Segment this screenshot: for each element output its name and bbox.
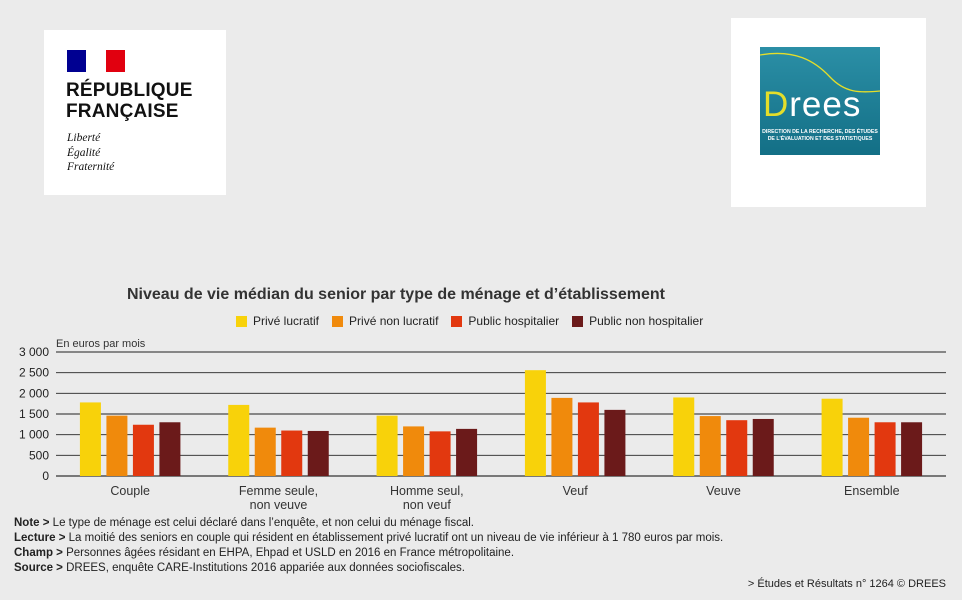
legend-swatch xyxy=(451,315,463,327)
note-label: Source > xyxy=(14,562,67,574)
note-line-3: Source > DREES, enquête CARE-Institution… xyxy=(14,561,723,576)
note-line-2: Champ > Personnes âgées résidant en EHPA… xyxy=(14,546,723,561)
legend-label: Privé lucratif xyxy=(253,314,320,328)
x-tick-label: Couple xyxy=(110,484,150,498)
bar xyxy=(79,402,101,476)
bar xyxy=(821,398,843,476)
x-tick-label: Veuve xyxy=(706,484,741,498)
rf-motto-fraternite: Fraternité xyxy=(67,161,115,173)
x-tick-label: Homme seul, xyxy=(390,484,464,498)
y-axis-label: En euros par mois xyxy=(56,338,146,350)
legend-item-2: Public hospitalier xyxy=(451,314,559,328)
rf-name-line2: FRANÇAISE xyxy=(66,101,179,122)
drees-logo: Drees DIRECTION DE LA RECHERCHE, DES ÉTU… xyxy=(731,18,926,207)
bar xyxy=(403,426,425,476)
flag-stripe-red xyxy=(105,50,125,72)
y-tick-label: 500 xyxy=(29,448,49,462)
legend-swatch xyxy=(572,315,584,327)
bar xyxy=(524,370,546,476)
flag-stripe-white xyxy=(86,50,106,72)
bar xyxy=(726,420,748,476)
drees-swoosh-icon xyxy=(760,52,880,93)
x-tick-label: Veuf xyxy=(563,484,589,498)
bar xyxy=(848,417,870,476)
y-tick-label: 3 000 xyxy=(19,345,49,359)
x-tick-label: non veuf xyxy=(403,498,451,512)
rf-motto-liberte: Liberté xyxy=(67,132,101,144)
note-text: DREES, enquête CARE-Institutions 2016 ap… xyxy=(66,562,465,574)
y-tick-label: 2 500 xyxy=(19,366,49,380)
french-flag-icon xyxy=(67,50,125,72)
legend-swatch xyxy=(332,315,344,327)
legend-item-0: Privé lucratif xyxy=(236,314,319,328)
bar xyxy=(159,422,181,476)
bar xyxy=(752,418,774,476)
note-text: Personnes âgées résidant en EHPA, Ehpad … xyxy=(66,547,515,559)
bar xyxy=(901,422,923,476)
note-line-1: Lecture > La moitié des seniors en coupl… xyxy=(14,531,723,546)
bar xyxy=(307,430,329,476)
bar xyxy=(376,415,398,476)
drees-logo-card: Drees DIRECTION DE LA RECHERCHE, DES ÉTU… xyxy=(760,47,880,155)
note-text: Le type de ménage est celui déclaré dans… xyxy=(52,517,474,529)
drees-wordmark-rest: rees xyxy=(789,85,862,124)
legend-label: Privé non lucratif xyxy=(349,314,439,328)
republique-francaise-logo: RÉPUBLIQUE FRANÇAISE Liberté Égalité Fra… xyxy=(44,30,226,195)
bar xyxy=(604,409,626,476)
drees-subtitle-line1: DIRECTION DE LA RECHERCHE, DES ÉTUDES xyxy=(762,129,878,135)
bar xyxy=(281,430,303,476)
rf-motto: Liberté Égalité Fraternité xyxy=(67,131,114,175)
legend-label: Public non hospitalier xyxy=(589,314,704,328)
note-line-0: Note > Le type de ménage est celui décla… xyxy=(14,516,723,531)
note-label: Champ > xyxy=(14,547,67,559)
y-tick-label: 1 000 xyxy=(19,428,49,442)
flag-stripe-blue xyxy=(67,50,87,72)
drees-wordmark: Drees xyxy=(763,85,861,125)
rf-motto-egalite: Égalité xyxy=(67,146,101,159)
y-tick-label: 1 500 xyxy=(19,407,49,421)
note-text: La moitié des seniors en couple qui rési… xyxy=(68,532,724,544)
rf-name: RÉPUBLIQUE FRANÇAISE xyxy=(66,80,193,122)
y-tick-label: 2 000 xyxy=(19,386,49,400)
legend-swatch xyxy=(236,315,247,327)
note-label: Lecture > xyxy=(14,532,69,544)
legend-label: Public hospitalier xyxy=(468,314,560,328)
x-tick-label: Ensemble xyxy=(844,484,900,498)
bar xyxy=(577,402,599,476)
bar xyxy=(699,416,721,476)
bar xyxy=(228,404,250,476)
y-tick-label: 0 xyxy=(42,469,49,483)
chart-title: Niveau de vie médian du senior par type … xyxy=(127,286,665,303)
note-label: Note > xyxy=(14,517,53,529)
bar xyxy=(456,428,478,476)
x-tick-label: Femme seule, xyxy=(239,484,318,498)
bar xyxy=(429,431,451,476)
rf-name-line1: RÉPUBLIQUE xyxy=(66,80,193,101)
publication-source: > Études et Résultats n° 1264 © DREES xyxy=(747,578,946,590)
chart-notes: Note > Le type de ménage est celui décla… xyxy=(14,516,723,576)
bar xyxy=(874,422,896,476)
legend-item-1: Privé non lucratif xyxy=(332,314,438,328)
x-tick-label: non veuve xyxy=(250,498,308,512)
bar xyxy=(673,397,695,476)
chart-legend: Privé lucratif Privé non lucratif Public h… xyxy=(236,314,716,328)
bar xyxy=(551,397,573,476)
legend-item-3: Public non hospitalier xyxy=(572,314,703,328)
drees-wordmark-d: D xyxy=(763,85,790,124)
drees-subtitle: DIRECTION DE LA RECHERCHE, DES ÉTUDES DE… xyxy=(760,129,880,143)
bar xyxy=(254,427,276,476)
bar xyxy=(132,424,154,476)
drees-subtitle-line2: DE L'ÉVALUATION ET DES STATISTIQUES xyxy=(767,136,873,142)
bar xyxy=(106,415,128,476)
